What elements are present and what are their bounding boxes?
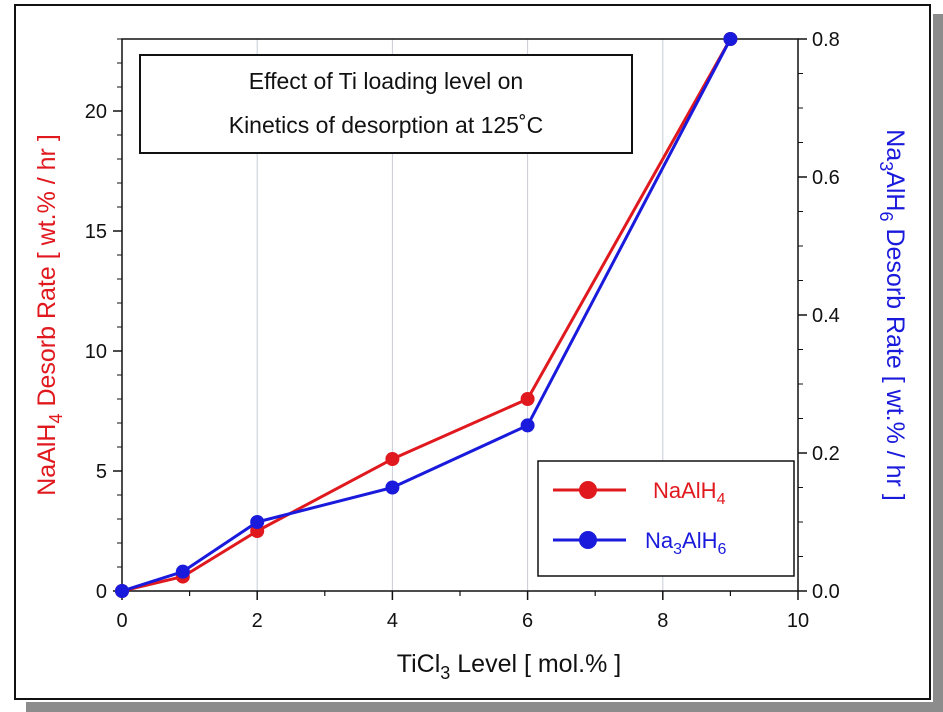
series bbox=[115, 32, 738, 598]
x-tick-label: 6 bbox=[522, 610, 533, 632]
y-right-tick-label: 0.0 bbox=[812, 581, 840, 603]
y-axis-right-title: Na3AlH6 Desorb Rate [ wt.% / hr ] bbox=[876, 129, 909, 501]
x-tick-label: 4 bbox=[387, 610, 398, 632]
legend-label-na3alh6: Na3AlH6 bbox=[645, 528, 726, 558]
frame-shadow-right bbox=[933, 14, 943, 712]
y-left-tick-label: 20 bbox=[85, 101, 107, 123]
y-axis-left-title: NaAlH4 Desorb Rate [ wt.% / hr ] bbox=[33, 134, 66, 496]
y-right-tick-label: 0.2 bbox=[812, 443, 840, 465]
frame-shadow bbox=[26, 702, 943, 712]
chart-title-line-2: Kinetics of desorption at 125˚C bbox=[229, 112, 544, 138]
x-tick-label: 8 bbox=[657, 610, 668, 632]
data-point-naalh4 bbox=[385, 452, 400, 466]
axis-ticks: 0 2 4 6 8 10 0 5 10 15 20 0.0 0.2 0.4 0.6 0.8 bbox=[85, 29, 840, 632]
data-point-na3alh6 bbox=[520, 418, 535, 433]
x-tick-label: 10 bbox=[787, 610, 809, 632]
y-right-tick-label: 0.6 bbox=[812, 167, 840, 189]
data-point-na3alh6 bbox=[723, 32, 738, 46]
legend-marker-na3alh6 bbox=[579, 531, 597, 549]
chart-title-line-1: Effect of Ti loading level on bbox=[249, 68, 523, 94]
x-tick-label: 0 bbox=[116, 610, 127, 632]
x-axis-title: TiCl3 Level [ mol.% ] bbox=[397, 650, 621, 683]
legend-item-naalh4: NaAlH4 bbox=[553, 478, 726, 508]
y-right-tick-label: 0.4 bbox=[812, 305, 840, 327]
data-point-na3alh6 bbox=[385, 480, 400, 495]
legend-item-na3alh6: Na3AlH6 bbox=[553, 528, 726, 558]
series-line-na3alh6 bbox=[121, 38, 732, 593]
data-point-na3alh6 bbox=[175, 564, 190, 579]
series-line-naalh4 bbox=[121, 38, 732, 593]
data-point-na3alh6 bbox=[250, 515, 265, 529]
y-left-tick-label: 0 bbox=[96, 581, 107, 603]
legend-label-naalh4: NaAlH4 bbox=[653, 478, 726, 508]
x-tick-label: 2 bbox=[252, 610, 263, 632]
y-left-tick-label: 15 bbox=[85, 221, 107, 243]
data-point-na3alh6 bbox=[115, 584, 129, 598]
legend-marker-naalh4 bbox=[579, 481, 597, 499]
y-right-tick-label: 0.8 bbox=[812, 29, 840, 51]
legend: NaAlH4 Na3AlH6 bbox=[537, 460, 795, 577]
y-left-tick-label: 5 bbox=[96, 461, 107, 483]
data-point-naalh4 bbox=[520, 392, 535, 406]
chart-title-box: Effect of Ti loading level on Kinetics o… bbox=[139, 54, 633, 154]
y-left-tick-label: 10 bbox=[85, 341, 107, 363]
legend-box bbox=[537, 460, 795, 577]
